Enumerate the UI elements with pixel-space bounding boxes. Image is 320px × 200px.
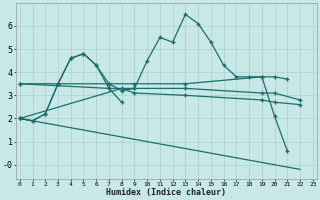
X-axis label: Humidex (Indice chaleur): Humidex (Indice chaleur) (106, 188, 226, 197)
